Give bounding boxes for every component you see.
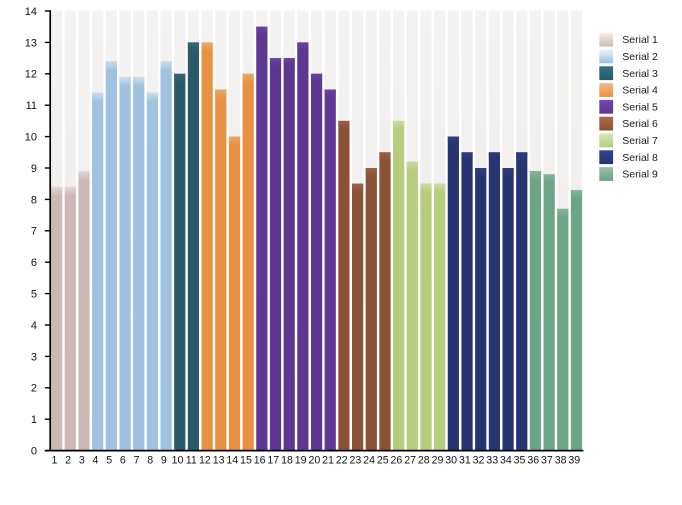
svg-text:10: 10 (172, 454, 184, 466)
svg-text:9: 9 (161, 454, 167, 466)
svg-text:39: 39 (568, 454, 580, 466)
svg-text:19: 19 (295, 454, 307, 466)
svg-text:10: 10 (25, 132, 37, 144)
svg-text:27: 27 (404, 454, 416, 466)
svg-text:12: 12 (25, 69, 37, 81)
svg-text:18: 18 (281, 454, 293, 466)
svg-text:5: 5 (31, 289, 37, 301)
svg-text:Serial 3: Serial 3 (622, 68, 658, 80)
svg-text:Serial 5: Serial 5 (622, 101, 658, 113)
svg-text:25: 25 (377, 454, 389, 466)
svg-text:Serial 4: Serial 4 (622, 85, 658, 97)
svg-text:3: 3 (79, 454, 85, 466)
svg-text:30: 30 (445, 454, 457, 466)
svg-text:21: 21 (322, 454, 334, 466)
svg-text:34: 34 (500, 454, 512, 466)
svg-text:2: 2 (65, 454, 71, 466)
svg-text:Serial 9: Serial 9 (622, 169, 658, 181)
svg-text:1: 1 (31, 414, 37, 426)
svg-text:11: 11 (26, 100, 37, 112)
svg-text:4: 4 (31, 320, 37, 332)
svg-text:12: 12 (199, 454, 211, 466)
svg-text:8: 8 (31, 194, 37, 206)
svg-text:17: 17 (267, 454, 279, 466)
svg-text:24: 24 (363, 454, 375, 466)
svg-text:Serial 7: Serial 7 (622, 135, 658, 147)
svg-text:26: 26 (391, 454, 403, 466)
svg-text:23: 23 (350, 454, 362, 466)
svg-text:11: 11 (186, 454, 197, 466)
svg-text:16: 16 (254, 454, 266, 466)
svg-text:13: 13 (213, 454, 225, 466)
svg-text:6: 6 (31, 257, 37, 269)
svg-text:4: 4 (93, 454, 99, 466)
svg-text:2: 2 (31, 383, 37, 395)
svg-text:22: 22 (336, 454, 348, 466)
svg-text:7: 7 (31, 226, 37, 238)
svg-text:8: 8 (147, 454, 153, 466)
svg-text:14: 14 (25, 6, 37, 18)
svg-text:Serial 1: Serial 1 (622, 34, 658, 46)
svg-text:32: 32 (473, 454, 485, 466)
svg-text:Serial 8: Serial 8 (622, 152, 658, 164)
svg-text:38: 38 (555, 454, 567, 466)
svg-text:3: 3 (31, 351, 37, 363)
svg-text:14: 14 (226, 454, 238, 466)
svg-text:5: 5 (106, 454, 112, 466)
svg-text:13: 13 (25, 37, 37, 49)
svg-text:0: 0 (31, 446, 37, 458)
svg-text:9: 9 (31, 163, 37, 175)
svg-text:Serial 2: Serial 2 (622, 51, 658, 63)
svg-text:35: 35 (514, 454, 526, 466)
svg-text:6: 6 (120, 454, 126, 466)
svg-text:37: 37 (541, 454, 553, 466)
svg-text:15: 15 (240, 454, 252, 466)
svg-text:36: 36 (527, 454, 539, 466)
svg-text:28: 28 (418, 454, 430, 466)
svg-text:33: 33 (486, 454, 498, 466)
svg-text:7: 7 (134, 454, 140, 466)
svg-text:20: 20 (308, 454, 320, 466)
svg-text:29: 29 (432, 454, 444, 466)
svg-text:31: 31 (459, 454, 471, 466)
svg-text:1: 1 (51, 454, 57, 466)
svg-text:Serial 6: Serial 6 (622, 118, 658, 130)
